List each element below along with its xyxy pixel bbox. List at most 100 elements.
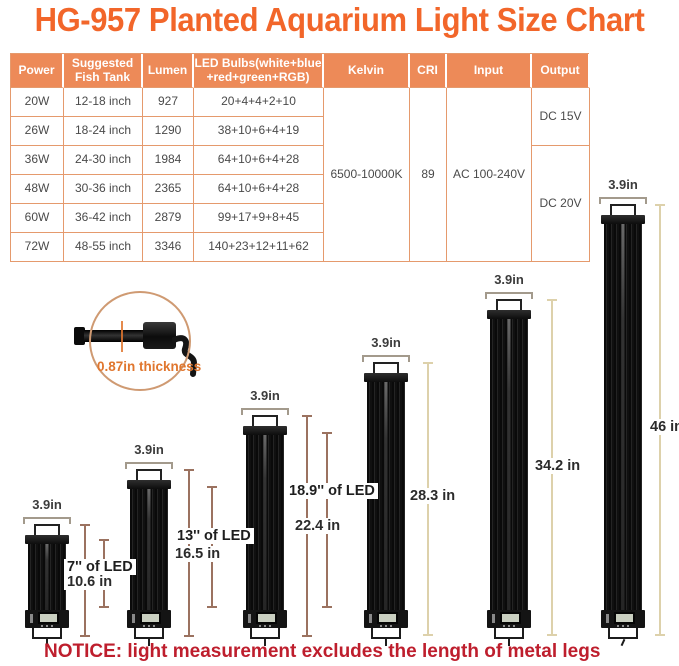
leg-pointer: [385, 639, 387, 646]
col-header-kelvin: Kelvin: [324, 54, 410, 88]
light-body: [604, 224, 642, 610]
led-length-label-26w: 13'' of LED: [174, 528, 254, 544]
light-body: [130, 489, 168, 610]
table-cell-power: 20W: [11, 88, 64, 117]
notice-text: NOTICE: light measurement excludes the l…: [44, 641, 601, 662]
col-header-tank: Suggested Fish Tank: [64, 54, 143, 88]
width-label: 3.9in: [371, 335, 401, 350]
table-cell-lumen: 1984: [143, 146, 194, 175]
col-header-bulbs: LED Bulbs(white+blue +red+green+RGB): [194, 54, 324, 88]
bottom-metal-leg: [32, 628, 62, 639]
display-buttons: [143, 625, 145, 627]
leg-pointer: [148, 639, 150, 646]
width-label: 3.9in: [250, 388, 280, 403]
brand-mark: [492, 614, 495, 623]
table-cell-power: 48W: [11, 175, 64, 204]
table-cell-power: 60W: [11, 204, 64, 233]
total-length-label-20w: 10.6 in: [64, 574, 116, 590]
col-header-output: Output: [532, 54, 590, 88]
leg-pointer: [46, 639, 48, 646]
top-metal-leg: [610, 204, 636, 216]
table-cell-bulbs: 20+4+4+2+10: [194, 88, 324, 117]
width-label: 3.9in: [494, 272, 524, 287]
brand-mark: [132, 614, 135, 623]
leg-pointer: [620, 638, 626, 647]
thickness-label: 0.87in thickness: [97, 359, 202, 374]
table-cell-tank: 36-42 inch: [64, 204, 143, 233]
top-metal-leg: [252, 415, 278, 427]
width-bracket: [485, 292, 533, 299]
led-length-label-20w: 7'' of LED: [64, 559, 136, 575]
leg-pointer: [508, 639, 510, 646]
total-length-label-72w: 46 in: [647, 419, 679, 435]
light-display: [601, 610, 645, 628]
display-buttons: [41, 625, 43, 627]
lcd-screen: [256, 612, 277, 624]
table-cell-lumen: 1290: [143, 117, 194, 146]
table-cell-bulbs: 99+17+9+8+45: [194, 204, 324, 233]
light-illustration-20w: 3.9in: [21, 495, 73, 649]
light-cap: [127, 480, 171, 489]
width-label: 3.9in: [32, 497, 62, 512]
width-bracket: [241, 408, 289, 415]
light-illustration-60w: 3.9in: [483, 270, 535, 649]
brand-mark: [369, 614, 372, 623]
lcd-screen: [614, 612, 635, 624]
table-cell-power: 26W: [11, 117, 64, 146]
light-cap: [487, 310, 531, 319]
width-label: 3.9in: [134, 442, 164, 457]
top-metal-leg: [373, 362, 399, 374]
table-cell-tank: 24-30 inch: [64, 146, 143, 175]
light-display: [243, 610, 287, 628]
width-bracket: [362, 355, 410, 362]
lcd-screen: [500, 612, 521, 624]
total-length-label-48w: 28.3 in: [407, 488, 459, 504]
light-illustration-72w: 3.9in: [597, 175, 649, 649]
table-cell-bulbs: 38+10+6+4+19: [194, 117, 324, 146]
display-buttons: [503, 625, 505, 627]
bottom-metal-leg: [608, 628, 638, 639]
table-cell-lumen: 927: [143, 88, 194, 117]
width-bracket: [125, 462, 173, 469]
table-cell-lumen: 3346: [143, 233, 194, 262]
table-cell-input: AC 100-240V: [447, 88, 532, 262]
bottom-metal-leg: [494, 628, 524, 639]
bottom-metal-leg: [134, 628, 164, 639]
brand-mark: [248, 614, 251, 623]
light-cap: [364, 373, 408, 382]
table-cell-output-dc15v: DC 15V: [532, 88, 590, 146]
display-buttons: [259, 625, 261, 627]
col-header-lumen: Lumen: [143, 54, 194, 88]
total-length-label-60w: 34.2 in: [532, 458, 584, 474]
light-body: [246, 435, 284, 610]
light-display: [487, 610, 531, 628]
bottom-metal-leg: [250, 628, 280, 639]
table-cell-kelvin: 6500-10000K: [324, 88, 410, 262]
light-cap: [601, 215, 645, 224]
total-length-label-36w: 22.4 in: [292, 518, 344, 534]
table-cell-lumen: 2879: [143, 204, 194, 233]
spec-table: Power Suggested Fish Tank Lumen LED Bulb…: [10, 53, 590, 262]
light-body: [490, 319, 528, 610]
top-metal-leg: [136, 469, 162, 481]
light-illustration-26w: 3.9in: [123, 440, 175, 649]
leg-pointer: [264, 639, 266, 646]
light-display: [127, 610, 171, 628]
col-header-cri: CRI: [410, 54, 447, 88]
width-bracket: [599, 197, 647, 204]
table-cell-lumen: 2365: [143, 175, 194, 204]
table-cell-tank: 30-36 inch: [64, 175, 143, 204]
table-cell-bulbs: 140+23+12+11+62: [194, 233, 324, 262]
led-length-label-36w: 18.9'' of LED: [286, 483, 378, 499]
col-header-power: Power: [11, 54, 64, 88]
light-cap: [243, 426, 287, 435]
top-metal-leg: [496, 299, 522, 311]
top-metal-leg: [34, 524, 60, 536]
zoom-circle: [89, 291, 191, 391]
table-cell-bulbs: 64+10+6+4+28: [194, 146, 324, 175]
bottom-metal-leg: [371, 628, 401, 639]
light-display: [25, 610, 69, 628]
light-body: [28, 544, 66, 610]
brand-mark: [606, 614, 609, 623]
table-cell-cri: 89: [410, 88, 447, 262]
